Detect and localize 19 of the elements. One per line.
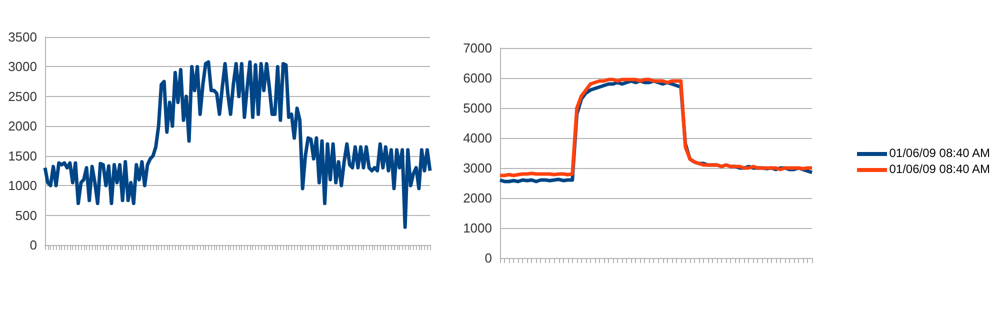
y-tick-label: 3000 [463,160,492,176]
y-tick-label: 0 [484,250,492,266]
y-tick-label: 2000 [463,190,492,206]
y-tick-label: 1000 [463,220,492,236]
y-tick-label: 2500 [8,88,37,104]
y-tick-label: 1500 [8,148,37,164]
y-tick-label: 6000 [463,70,492,86]
y-tick-label: 3500 [8,30,37,44]
legend-label: 01/06/09 08:40 AM [889,162,990,176]
legend-label: 01/06/09 08:40 AM [889,146,990,160]
y-tick-label: 5000 [463,100,492,116]
y-tick-label: 4000 [463,130,492,146]
y-tick-label: 1000 [8,178,37,194]
y-tick-label: 0 [30,238,37,252]
y-tick-label: 500 [15,208,37,223]
line-series [43,60,432,229]
y-tick-label: 2000 [8,118,37,134]
y-tick-label: 7000 [463,40,492,56]
y-tick-label: 3000 [8,59,37,74]
